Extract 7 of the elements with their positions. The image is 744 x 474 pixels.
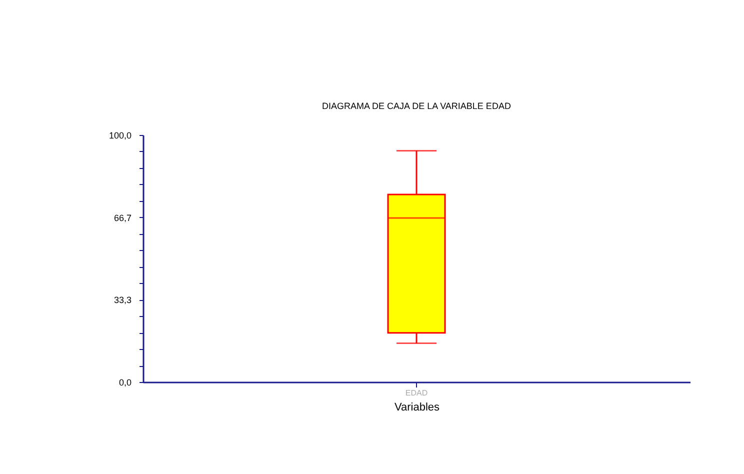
y-tick-label: 66,7	[114, 212, 132, 223]
x-tick-label: EDAD	[405, 388, 428, 398]
y-tick-label: 33,3	[114, 295, 132, 306]
x-axis-title: Variables	[394, 402, 440, 414]
chart-title: DIAGRAMA DE CAJA DE LA VARIABLE EDAD	[322, 101, 512, 111]
y-tick-label: 0,0	[118, 378, 132, 388]
y-tick-label: 100,0	[108, 130, 132, 140]
